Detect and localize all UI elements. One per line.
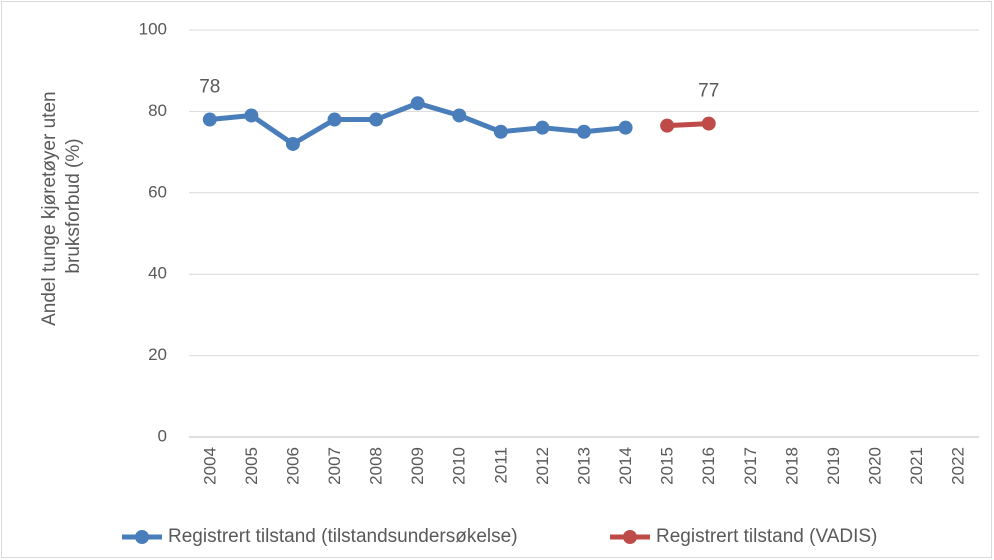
point bbox=[410, 96, 425, 111]
x-tick-label: 2011 bbox=[491, 447, 510, 484]
y-tick-label: 20 bbox=[148, 345, 167, 364]
x-tick-label: 2020 bbox=[866, 447, 885, 485]
y-tick-label: 40 bbox=[148, 264, 167, 283]
x-tick-label: 2018 bbox=[782, 447, 801, 485]
x-tick-label: 2012 bbox=[533, 447, 552, 485]
x-tick-label: 2006 bbox=[283, 447, 302, 485]
y-axis-label-line: bruksforbud (%) bbox=[63, 138, 84, 273]
data-label: 77 bbox=[698, 81, 719, 102]
point bbox=[701, 116, 716, 131]
point bbox=[660, 118, 675, 133]
point bbox=[202, 112, 217, 127]
x-tick-label: 2010 bbox=[450, 447, 469, 485]
point bbox=[327, 112, 342, 127]
y-tick-label: 0 bbox=[158, 426, 167, 445]
x-tick-label: 2015 bbox=[658, 447, 677, 485]
x-tick-label: 2007 bbox=[325, 447, 344, 485]
x-tick-label: 2022 bbox=[949, 447, 968, 485]
x-tick-label: 2013 bbox=[574, 447, 593, 485]
point bbox=[577, 124, 591, 139]
point bbox=[244, 108, 259, 123]
point bbox=[618, 120, 633, 135]
legend-marker bbox=[623, 530, 637, 544]
point bbox=[369, 112, 384, 127]
x-tick-label: 2016 bbox=[699, 447, 718, 485]
x-tick-label: 2021 bbox=[907, 447, 926, 485]
x-tick-label: 2017 bbox=[741, 447, 760, 485]
data-label: 78 bbox=[199, 77, 220, 98]
y-axis-label-line: Andel tunge kjøretøyer uten bbox=[39, 91, 60, 325]
y-tick-label: 80 bbox=[148, 101, 167, 120]
legend-label: Registrert tilstand (VADIS) bbox=[656, 526, 877, 547]
y-tick-label: 100 bbox=[139, 19, 167, 38]
x-tick-label: 2005 bbox=[242, 447, 261, 485]
y-tick-label: 60 bbox=[148, 182, 167, 201]
x-tick-label: 2004 bbox=[200, 447, 219, 485]
point bbox=[452, 108, 467, 123]
x-tick-label: 2014 bbox=[616, 447, 635, 485]
legend-marker bbox=[135, 530, 149, 544]
legend-label: Registrert tilstand (tilstandsundersøkel… bbox=[168, 526, 518, 547]
point bbox=[493, 124, 508, 139]
point bbox=[285, 136, 300, 151]
x-tick-label: 2019 bbox=[824, 447, 843, 485]
x-tick-label: 2009 bbox=[408, 447, 427, 485]
y-axis-label: Andel tunge kjøretøyer uten bruksforbud … bbox=[39, 86, 84, 326]
point bbox=[535, 120, 550, 135]
x-tick-label: 2008 bbox=[367, 447, 386, 485]
